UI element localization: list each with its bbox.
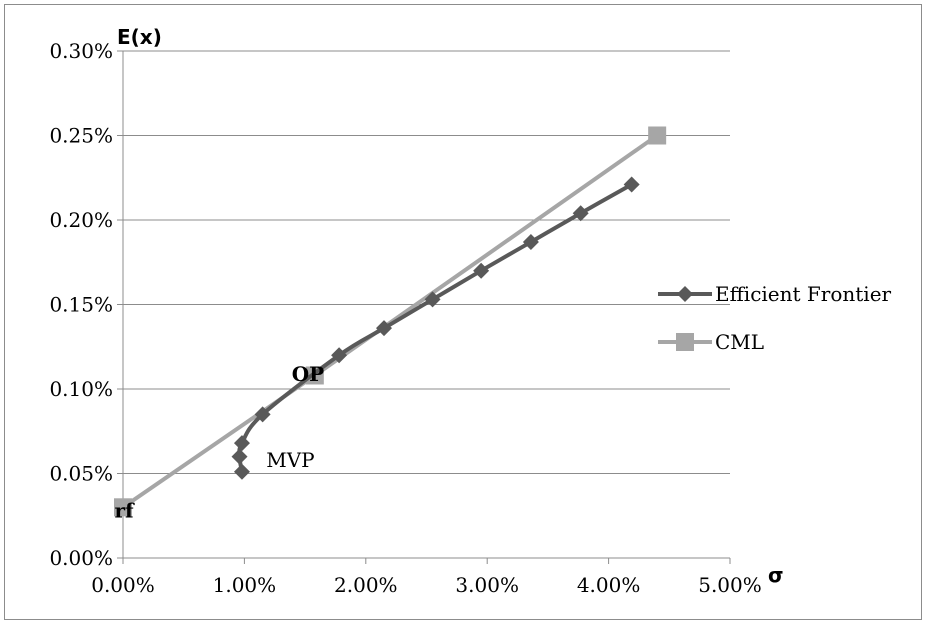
cml-point xyxy=(648,126,667,145)
efficient-frontier-point xyxy=(572,205,589,222)
efficient-frontier-point xyxy=(522,233,539,250)
efficient-frontier-point xyxy=(233,463,250,480)
legend-efficient-frontier-marker xyxy=(677,286,693,302)
cml-line xyxy=(121,133,659,509)
annotation-op: OP xyxy=(292,362,324,386)
x-tick-label: 4.00% xyxy=(577,573,641,597)
cml-point xyxy=(114,498,132,517)
annotation-rf: rf xyxy=(115,499,136,523)
x-tick-label: 3.00% xyxy=(455,573,519,597)
efficient-frontier-point xyxy=(623,176,640,193)
y-tick-label: 0.05% xyxy=(49,462,113,486)
efficient-frontier-point xyxy=(231,448,248,465)
legend-cml-label: CML xyxy=(715,330,764,354)
y-tick-label: 0.25% xyxy=(49,124,113,148)
legend-efficient-frontier-label: Efficient Frontier xyxy=(715,282,892,306)
efficient-frontier-point xyxy=(233,435,250,452)
x-axis-label: σ xyxy=(768,563,784,587)
annotation-mvp: MVP xyxy=(266,448,314,472)
x-tick-label: 2.00% xyxy=(334,573,398,597)
y-tick-label: 0.15% xyxy=(49,293,113,317)
y-tick-label: 0.20% xyxy=(49,208,113,232)
efficient-frontier-point xyxy=(254,406,271,423)
efficient-frontier-point xyxy=(473,262,490,279)
legend-cml-marker xyxy=(676,333,694,351)
x-tick-label: 1.00% xyxy=(213,573,277,597)
efficient-frontier-point xyxy=(376,320,393,337)
y-tick-label: 0.10% xyxy=(49,377,113,401)
efficient-frontier-point xyxy=(424,291,441,308)
chart-frame xyxy=(4,4,922,620)
x-tick-label: 0.00% xyxy=(91,573,155,597)
efficient-frontier-line xyxy=(237,182,633,473)
y-tick-label: 0.00% xyxy=(49,546,113,570)
y-tick-label: 0.30% xyxy=(49,39,113,63)
x-tick-label: 5.00% xyxy=(698,573,762,597)
y-axis-label: E(x) xyxy=(117,25,162,49)
efficient-frontier-point xyxy=(331,347,348,364)
